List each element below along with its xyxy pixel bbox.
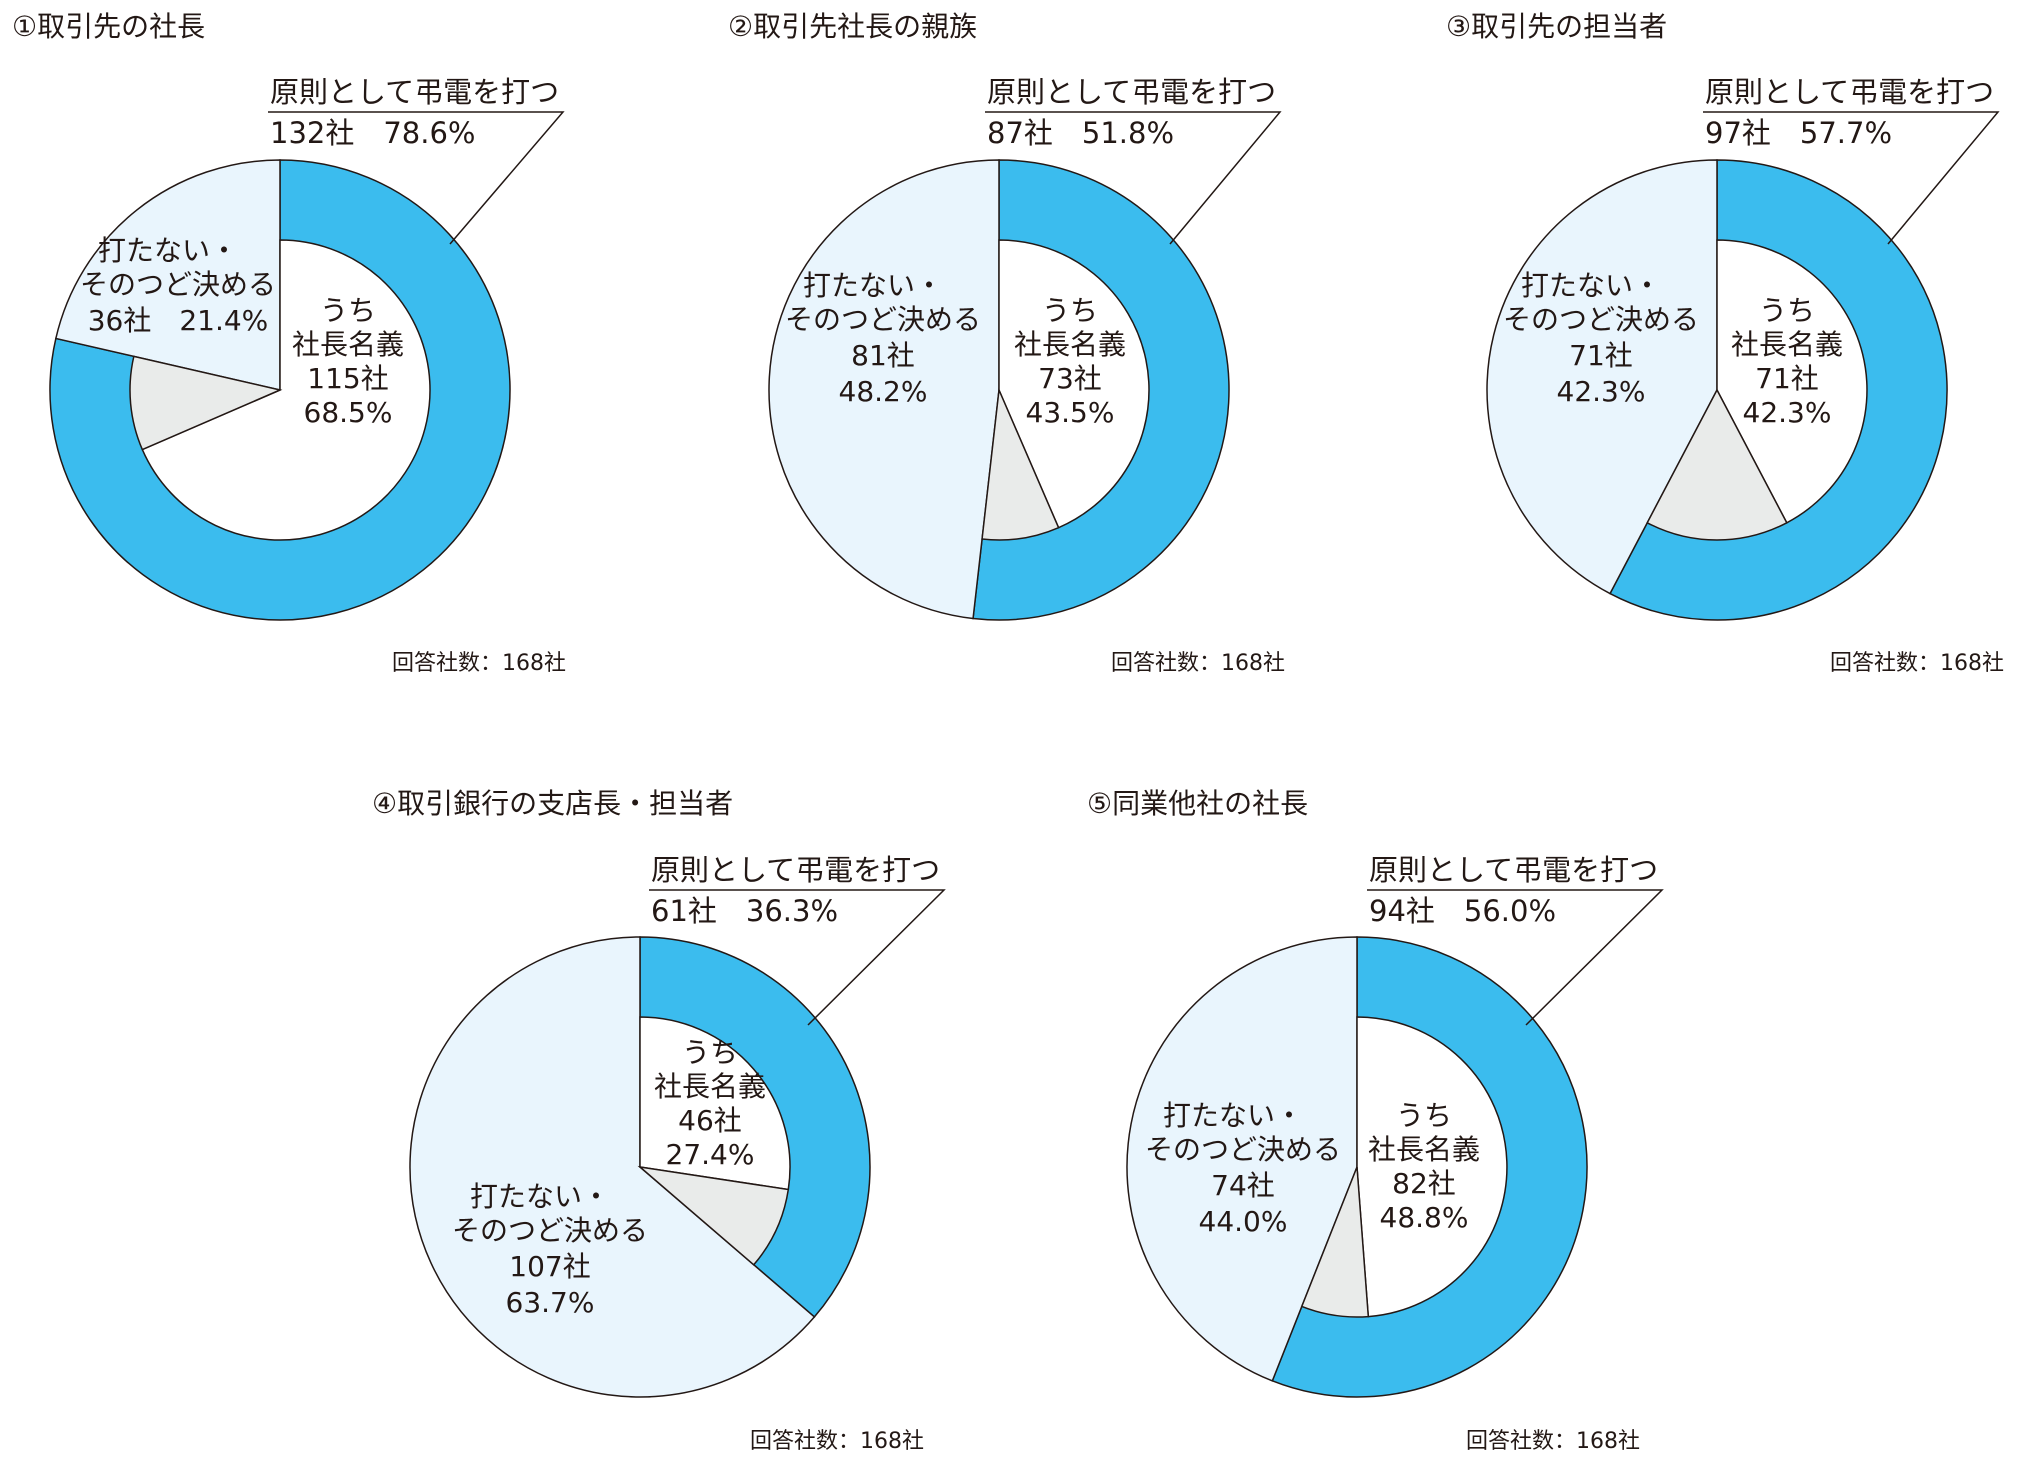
inner-count: 82社 — [1392, 1167, 1456, 1200]
leader-line — [1367, 889, 1664, 1026]
not-send-label: 打たない・ — [98, 234, 238, 267]
not-send-label: そのつど決める — [785, 303, 981, 336]
respondent-count: 回答社数：168社 — [1830, 651, 2004, 676]
respondent-count: 回答社数：168社 — [1466, 1429, 1640, 1454]
not-send-label: そのつど決める — [452, 1214, 648, 1247]
inner-label: 社長名義 — [292, 328, 404, 361]
inner-count: 73社 — [1038, 362, 1102, 395]
send-label: 原則として弔電を打つ — [270, 75, 559, 109]
inner-pct: 43.5% — [1026, 396, 1115, 429]
inner-label: 社長名義 — [1368, 1133, 1480, 1166]
slice-president-name — [998, 239, 1150, 529]
inner-label: うち — [1759, 294, 1815, 327]
not-send-count: 71社 — [1569, 339, 1633, 372]
send-label: 原則として弔電を打つ — [987, 75, 1276, 109]
inner-pct: 27.4% — [666, 1138, 755, 1171]
slice-other-name — [129, 355, 283, 451]
inner-count: 115社 — [307, 362, 388, 395]
send-value: 61社 36.3% — [651, 894, 838, 928]
not-send-label: 打たない・ — [1163, 1099, 1303, 1132]
slice-not-send — [768, 159, 1000, 620]
leader-line — [985, 111, 1282, 245]
chart-title: ②取引先社長の親族 — [728, 10, 977, 43]
slice-other-name — [637, 1165, 790, 1266]
chart-title: ①取引先の社長 — [12, 10, 205, 43]
slice-president-name — [639, 1016, 791, 1191]
not-send-pct: 48.2% — [839, 375, 928, 408]
leader-line — [649, 889, 946, 1026]
leader-line — [1703, 111, 2000, 245]
not-send-pct: 63.7% — [506, 1286, 595, 1319]
slice-president-name — [1356, 1016, 1508, 1318]
slice-president-name — [141, 239, 431, 541]
inner-label: 社長名義 — [1731, 328, 1843, 361]
send-value: 132社 78.6% — [270, 116, 475, 150]
slice-send-telegram — [49, 159, 511, 621]
respondent-count: 回答社数：168社 — [1111, 651, 1285, 676]
inner-pct: 42.3% — [1743, 396, 1832, 429]
send-value: 97社 57.7% — [1705, 116, 1892, 150]
leader-line — [268, 111, 565, 245]
send-value: 94社 56.0% — [1369, 894, 1556, 928]
inner-count: 71社 — [1755, 362, 1819, 395]
slice-other-name — [1300, 1166, 1370, 1318]
inner-pct: 48.8% — [1380, 1201, 1469, 1234]
respondent-count: 回答社数：168社 — [750, 1429, 924, 1454]
not-send-label: そのつど決める — [80, 268, 276, 301]
not-send-label: 打たない・ — [803, 269, 943, 302]
not-send-label: 打たない・ — [470, 1180, 610, 1213]
slice-president-name — [1716, 239, 1868, 524]
slice-not-send — [1126, 936, 1358, 1382]
inner-pct: 68.5% — [304, 396, 393, 429]
not-send-label: そのつど決める — [1145, 1133, 1341, 1166]
not-send-count: 107社 — [509, 1250, 590, 1283]
not-send-label: 打たない・ — [1521, 269, 1661, 302]
not-send-value: 36社 21.4% — [88, 304, 269, 337]
send-value: 87社 51.8% — [987, 116, 1174, 150]
inner-label: うち — [682, 1036, 738, 1069]
not-send-pct: 44.0% — [1199, 1205, 1288, 1238]
slice-not-send — [1486, 159, 1718, 595]
not-send-count: 74社 — [1211, 1169, 1275, 1202]
slice-other-name — [1646, 388, 1788, 541]
send-label: 原則として弔電を打つ — [1369, 853, 1658, 887]
inner-label: うち — [320, 294, 376, 327]
chart-title: ④取引銀行の支店長・担当者 — [372, 787, 733, 820]
inner-label: うち — [1042, 294, 1098, 327]
send-label: 原則として弔電を打つ — [651, 853, 940, 887]
not-send-label: そのつど決める — [1503, 303, 1699, 336]
not-send-pct: 42.3% — [1557, 375, 1646, 408]
slice-not-send — [409, 936, 816, 1398]
chart-title: ③取引先の担当者 — [1446, 10, 1667, 43]
not-send-count: 81社 — [851, 339, 915, 372]
chart-title: ⑤同業他社の社長 — [1087, 787, 1308, 820]
send-label: 原則として弔電を打つ — [1705, 75, 1994, 109]
slice-other-name — [981, 387, 1060, 541]
slice-not-send — [54, 159, 281, 391]
inner-label: うち — [1396, 1099, 1452, 1132]
inner-label: 社長名義 — [1014, 328, 1126, 361]
respondent-count: 回答社数：168社 — [392, 651, 566, 676]
inner-label: 社長名義 — [654, 1070, 766, 1103]
inner-count: 46社 — [678, 1104, 742, 1137]
